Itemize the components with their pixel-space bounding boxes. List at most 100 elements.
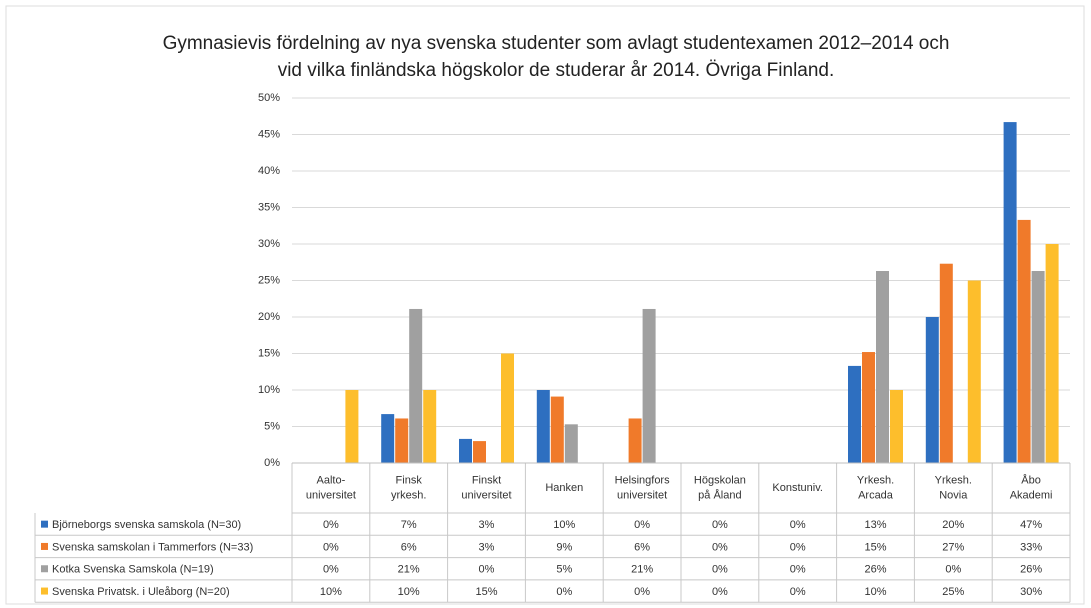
y-tick-label: 25% — [258, 274, 280, 286]
x-tick-label: Hanken — [545, 482, 583, 494]
x-tick-label: Finskt — [472, 474, 501, 486]
table-cell: 0% — [790, 586, 806, 598]
legend-label: Svenska Privatsk. i Uleåborg (N=20) — [52, 586, 230, 598]
y-tick-label: 45% — [258, 128, 280, 140]
table-cell: 0% — [790, 564, 806, 576]
table-cell: 0% — [479, 564, 495, 576]
legend-swatch — [41, 542, 48, 550]
table-cell: 5% — [556, 564, 572, 576]
legend-label: Kotka Svenska Samskola (N=19) — [52, 564, 214, 576]
table-cell: 0% — [634, 519, 650, 531]
y-tick-label: 35% — [258, 201, 280, 213]
y-tick-label: 40% — [258, 165, 280, 177]
bar — [1045, 244, 1059, 463]
x-tick-label: Akademi — [1010, 489, 1053, 501]
table-cell: 13% — [864, 519, 886, 531]
legend-swatch — [41, 587, 48, 595]
table-cell: 21% — [631, 564, 653, 576]
chart-title: vid vilka finländska högskolor de studer… — [278, 60, 835, 81]
bar — [564, 424, 578, 463]
x-tick-label: Arcada — [858, 489, 894, 501]
x-tick-label: yrkesh. — [391, 489, 426, 501]
table-cell: 10% — [398, 586, 420, 598]
table-cell: 3% — [479, 541, 495, 553]
table-cell: 0% — [323, 519, 339, 531]
table-cell: 10% — [553, 519, 575, 531]
table-cell: 10% — [864, 586, 886, 598]
bar — [876, 271, 889, 463]
bar — [848, 365, 861, 463]
table-cell: 0% — [712, 541, 728, 553]
table-cell: 25% — [942, 586, 964, 598]
bar — [1017, 219, 1031, 463]
bar — [345, 390, 359, 463]
legend-label: Björneborgs svenska samskola (N=30) — [52, 519, 241, 531]
bar — [409, 308, 423, 463]
bar — [381, 414, 395, 463]
x-tick-label: Finsk — [396, 474, 423, 486]
table-cell: 27% — [942, 541, 964, 553]
bar — [642, 308, 656, 463]
x-tick-label: universitet — [306, 489, 356, 501]
x-tick-label: Yrkesh. — [857, 474, 894, 486]
table-cell: 30% — [1020, 586, 1042, 598]
bar — [1003, 122, 1017, 463]
table-cell: 0% — [323, 564, 339, 576]
y-tick-label: 15% — [258, 347, 280, 359]
bar — [550, 396, 564, 463]
legend-swatch — [41, 565, 48, 573]
bar — [628, 418, 642, 463]
y-tick-label: 10% — [258, 384, 280, 396]
x-tick-label: Högskolan — [694, 474, 746, 486]
bar — [967, 280, 981, 463]
bar — [536, 390, 550, 463]
table-cell: 0% — [712, 586, 728, 598]
bar — [459, 438, 472, 463]
y-tick-label: 50% — [258, 92, 280, 104]
bar — [473, 441, 486, 463]
table-cell: 21% — [398, 564, 420, 576]
y-tick-label: 5% — [264, 420, 280, 432]
table-cell: 15% — [864, 541, 886, 553]
x-tick-label: Novia — [939, 489, 968, 501]
table-cell: 0% — [712, 519, 728, 531]
x-tick-label: Yrkesh. — [935, 474, 972, 486]
table-cell: 26% — [1020, 564, 1042, 576]
bar — [890, 390, 903, 463]
table-cell: 3% — [479, 519, 495, 531]
table-cell: 0% — [790, 541, 806, 553]
bar — [501, 353, 514, 463]
table-cell: 0% — [712, 564, 728, 576]
x-tick-label: universitet — [617, 489, 667, 501]
chart-title: Gymnasievis fördelning av nya svenska st… — [163, 33, 950, 54]
table-cell: 6% — [634, 541, 650, 553]
table-cell: 15% — [475, 586, 497, 598]
table-cell: 0% — [945, 564, 961, 576]
bar — [925, 317, 939, 463]
chart-border — [5, 5, 1085, 605]
x-tick-label: Helsingfors — [615, 474, 671, 486]
table-cell: 10% — [320, 586, 342, 598]
table-cell: 0% — [323, 541, 339, 553]
y-tick-label: 0% — [264, 457, 280, 469]
legend-label: Svenska samskolan i Tammerfors (N=33) — [52, 541, 253, 553]
x-tick-label: på Åland — [698, 488, 741, 501]
bar — [423, 390, 437, 463]
table-cell: 9% — [556, 541, 572, 553]
table-cell: 20% — [942, 519, 964, 531]
y-tick-label: 30% — [258, 238, 280, 250]
table-cell: 0% — [634, 586, 650, 598]
table-cell: 7% — [401, 519, 417, 531]
x-tick-label: universitet — [461, 489, 511, 501]
bar — [395, 418, 409, 463]
table-cell: 0% — [790, 519, 806, 531]
table-cell: 47% — [1020, 519, 1042, 531]
table-cell: 26% — [864, 564, 886, 576]
table-cell: 33% — [1020, 541, 1042, 553]
y-tick-label: 20% — [258, 311, 280, 323]
bar — [939, 263, 953, 463]
legend-swatch — [41, 520, 48, 528]
bar — [1031, 271, 1045, 463]
bar — [862, 352, 875, 463]
